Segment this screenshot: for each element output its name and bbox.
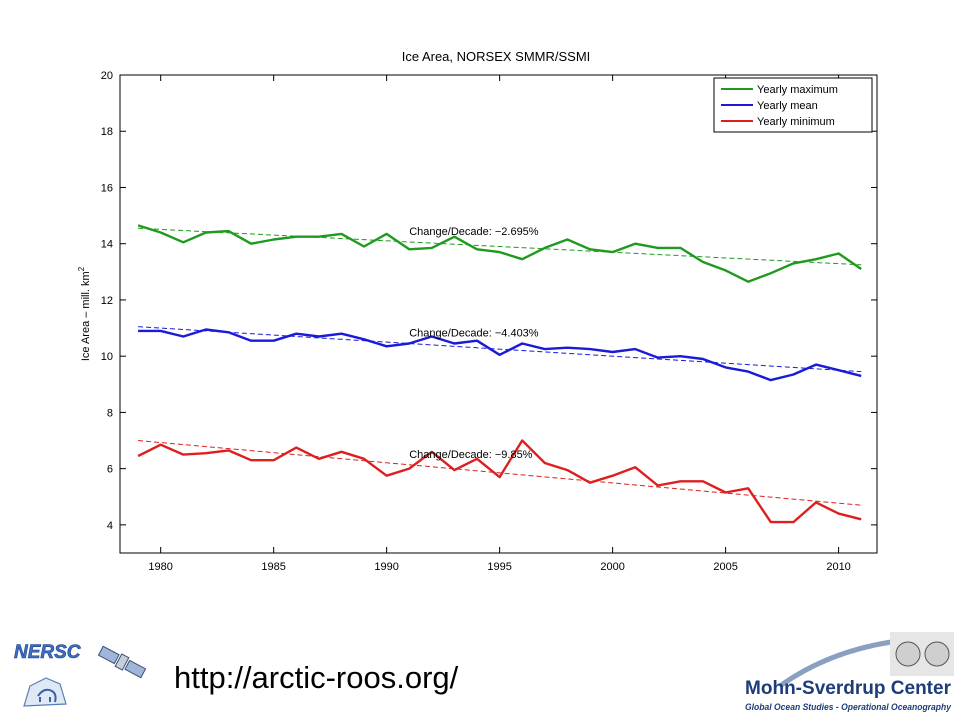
y-tick-label: 6 xyxy=(107,464,113,476)
y-tick-label: 20 xyxy=(101,70,113,82)
series-lines xyxy=(137,224,862,524)
x-tick-label: 1990 xyxy=(374,561,398,573)
y-axis-label: Ice Area – mill. km2 xyxy=(77,266,92,361)
x-tick-label: 2005 xyxy=(713,561,737,573)
polar-bear-icon xyxy=(37,688,57,703)
legend-label-0: Yearly maximum xyxy=(757,84,838,96)
satellite-icon xyxy=(97,645,147,679)
trend-line-2 xyxy=(138,440,862,506)
trend-line-1 xyxy=(138,326,862,373)
y-tick-label: 8 xyxy=(107,407,113,419)
portrait-left-icon xyxy=(895,641,921,667)
legend: Yearly maximum Yearly mean Yearly minimum xyxy=(713,77,873,133)
series-line-1 xyxy=(138,328,862,382)
x-axis: 1980 1985 1990 1995 2000 2005 2010 xyxy=(148,75,851,573)
y-tick-label: 18 xyxy=(101,126,113,138)
trend-label-1: Change/Decade: −4.403% xyxy=(409,328,539,340)
y-tick-label: 12 xyxy=(101,295,113,307)
legend-label-1: Yearly mean xyxy=(757,100,818,112)
chart-title: Ice Area, NORSEX SMMR/SSMI xyxy=(402,49,591,64)
nersc-logo: NERSC xyxy=(14,642,147,707)
trend-lines xyxy=(138,227,862,506)
nersc-logo-text: NERSC xyxy=(14,642,81,663)
plot-area xyxy=(119,74,878,554)
trend-line-0 xyxy=(138,227,862,266)
legend-label-2: Yearly minimum xyxy=(757,116,835,128)
ice-floe-icon xyxy=(23,677,67,707)
y-axis-label-superscript: 2 xyxy=(77,266,86,271)
portrait-right-icon xyxy=(924,641,950,667)
y-axis-label-text: Ice Area – mill. km xyxy=(80,271,92,361)
x-tick-label: 1985 xyxy=(261,561,285,573)
trend-label-0: Change/Decade: −2.695% xyxy=(409,226,539,238)
source-url[interactable]: http://arctic-roos.org/ xyxy=(174,660,459,695)
mohn-sverdrup-logo: Mohn-Sverdrup Center Global Ocean Studie… xyxy=(745,632,955,712)
x-tick-label: 1995 xyxy=(487,561,511,573)
y-tick-label: 16 xyxy=(101,182,113,194)
x-tick-label: 2010 xyxy=(826,561,850,573)
x-tick-label: 1980 xyxy=(148,561,172,573)
y-tick-label: 14 xyxy=(101,239,113,251)
logo-title: Mohn-Sverdrup Center xyxy=(745,678,952,699)
y-tick-label: 4 xyxy=(107,520,113,532)
trend-label-2: Change/Decade: −9.85% xyxy=(409,449,532,461)
series-line-0 xyxy=(137,224,862,283)
series-line-2 xyxy=(137,439,862,524)
logo-subtitle: Global Ocean Studies - Operational Ocean… xyxy=(745,702,952,712)
x-tick-label: 2000 xyxy=(600,561,624,573)
y-tick-label: 10 xyxy=(101,351,113,363)
trend-labels: Change/Decade: −2.695% Change/Decade: −4.… xyxy=(409,226,539,461)
